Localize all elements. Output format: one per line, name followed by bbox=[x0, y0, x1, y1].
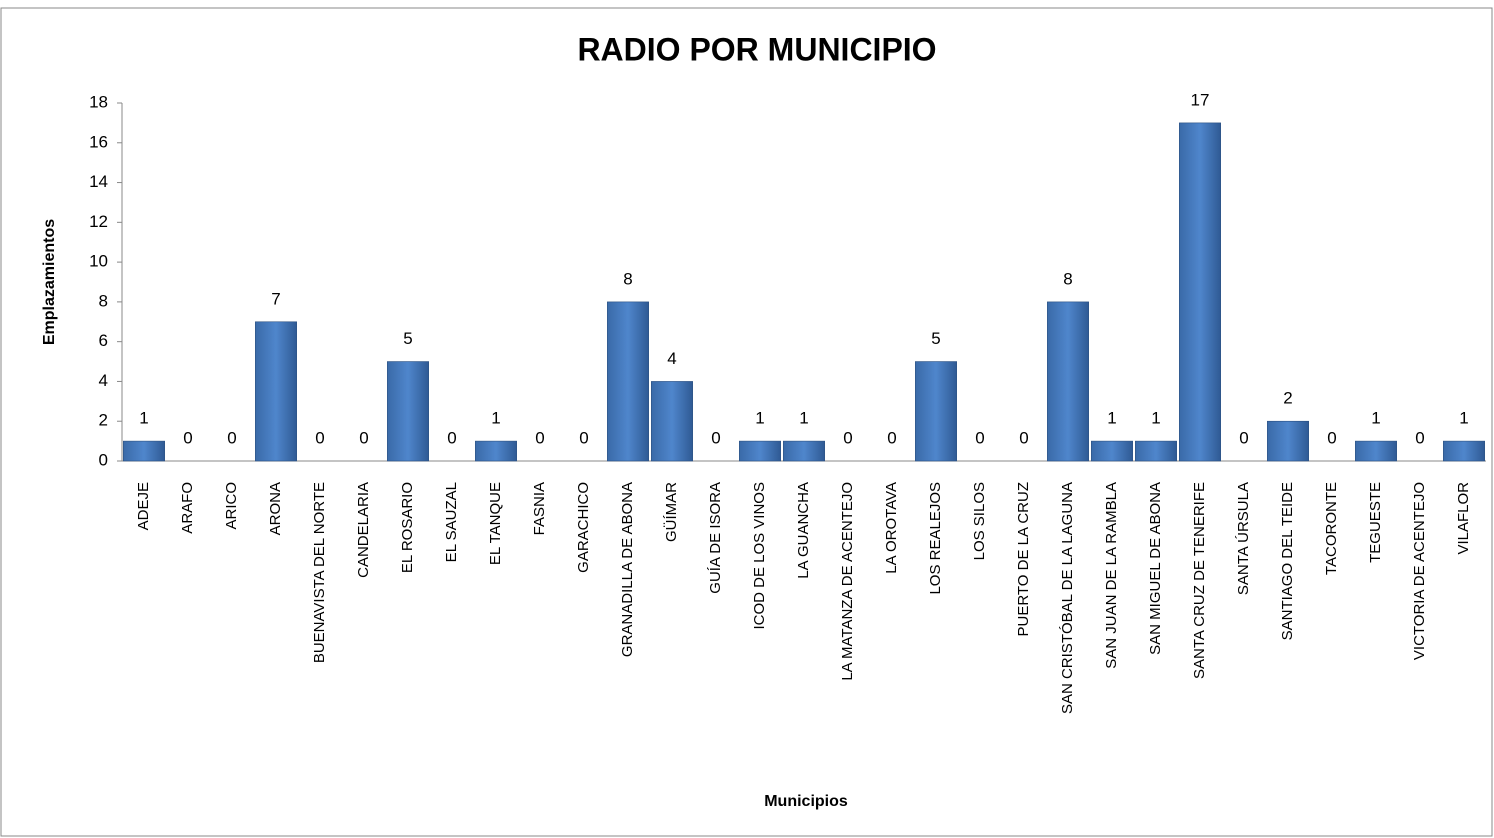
data-label: 0 bbox=[711, 428, 720, 447]
x-tick-label: VICTORIA DE ACENTEJO bbox=[1411, 482, 1428, 660]
data-label: 1 bbox=[1371, 409, 1380, 428]
x-tick-label: LA OROTAVA bbox=[883, 482, 900, 574]
data-label: 0 bbox=[843, 428, 852, 447]
bar bbox=[1091, 440, 1133, 462]
y-tick-label: 6 bbox=[99, 331, 108, 350]
data-label: 1 bbox=[1459, 409, 1468, 428]
x-tick-label: SANTA ÚRSULA bbox=[1235, 482, 1252, 595]
data-label: 0 bbox=[359, 428, 368, 447]
x-tick-label: LOS SILOS bbox=[971, 482, 988, 560]
y-tick-label: 14 bbox=[89, 172, 108, 191]
data-label: 0 bbox=[1019, 428, 1028, 447]
bar bbox=[123, 440, 165, 462]
data-label: 2 bbox=[1283, 389, 1292, 408]
x-tick-label: ARAFO bbox=[179, 482, 196, 534]
bar bbox=[607, 301, 649, 462]
data-label: 1 bbox=[1151, 409, 1160, 428]
x-tick-label: EL TANQUE bbox=[487, 482, 504, 565]
x-tick-label: SAN CRISTÓBAL DE LA LAGUNA bbox=[1059, 482, 1076, 714]
data-label: 1 bbox=[799, 409, 808, 428]
data-label: 1 bbox=[491, 409, 500, 428]
data-label: 7 bbox=[271, 289, 280, 308]
x-tick-label: ADEJE bbox=[135, 482, 152, 530]
x-tick-label: SANTIAGO DEL TEIDE bbox=[1279, 482, 1296, 640]
data-label: 5 bbox=[931, 329, 940, 348]
y-tick-label: 10 bbox=[89, 252, 108, 271]
x-tick-label: VILAFLOR bbox=[1455, 482, 1472, 555]
y-tick-label: 8 bbox=[99, 291, 108, 310]
x-tick-label: TACORONTE bbox=[1323, 482, 1340, 575]
x-tick-label: SANTA CRUZ DE TENERIFE bbox=[1191, 482, 1208, 679]
data-label: 17 bbox=[1191, 90, 1210, 109]
data-label: 0 bbox=[447, 428, 456, 447]
x-tick-label: ICOD DE LOS VINOS bbox=[751, 482, 768, 630]
x-axis-label: Municipios bbox=[764, 793, 848, 810]
data-label: 0 bbox=[1415, 428, 1424, 447]
y-tick-label: 2 bbox=[99, 411, 108, 430]
bar bbox=[651, 381, 693, 462]
bar bbox=[255, 321, 297, 462]
data-label: 0 bbox=[227, 428, 236, 447]
data-label: 0 bbox=[183, 428, 192, 447]
x-tick-label: SAN JUAN DE LA RAMBLA bbox=[1103, 482, 1120, 669]
x-tick-label: EL ROSARIO bbox=[399, 482, 416, 573]
data-label: 8 bbox=[623, 269, 632, 288]
bar bbox=[1267, 420, 1309, 462]
x-tick-label: GÜÍMAR bbox=[662, 482, 680, 542]
chart-border bbox=[0, 7, 1493, 837]
data-label: 0 bbox=[1239, 428, 1248, 447]
x-tick-label: EL SAUZAL bbox=[443, 482, 460, 562]
x-tick-label: LA MATANZA DE ACENTEJO bbox=[839, 482, 856, 681]
x-tick-label: ARONA bbox=[267, 482, 284, 535]
data-label: 1 bbox=[755, 409, 764, 428]
bar bbox=[915, 361, 957, 462]
y-tick-label: 4 bbox=[99, 371, 108, 390]
x-tick-label: LOS REALEJOS bbox=[927, 482, 944, 595]
data-label: 0 bbox=[975, 428, 984, 447]
data-label: 0 bbox=[1327, 428, 1336, 447]
data-label: 0 bbox=[535, 428, 544, 447]
bar bbox=[1179, 122, 1221, 462]
x-tick-label: GUÍA DE ISORA bbox=[707, 482, 724, 594]
x-tick-label: GARACHICO bbox=[575, 482, 592, 573]
bar bbox=[475, 440, 517, 462]
y-tick-label: 18 bbox=[89, 92, 108, 111]
x-tick-label: LA GUANCHA bbox=[795, 482, 812, 579]
data-label: 1 bbox=[139, 409, 148, 428]
data-label: 0 bbox=[579, 428, 588, 447]
y-tick-label: 12 bbox=[89, 212, 108, 231]
bar bbox=[739, 440, 781, 462]
x-tick-label: TEGUESTE bbox=[1367, 482, 1384, 563]
data-label: 5 bbox=[403, 329, 412, 348]
bar bbox=[1135, 440, 1177, 462]
data-label: 8 bbox=[1063, 269, 1072, 288]
chart-title: RADIO POR MUNICIPIO bbox=[577, 31, 936, 67]
x-tick-label: SAN MIGUEL DE ABONA bbox=[1147, 482, 1164, 655]
x-tick-label: GRANADILLA DE ABONA bbox=[619, 482, 636, 657]
bar bbox=[1443, 440, 1485, 462]
data-label: 0 bbox=[887, 428, 896, 447]
data-label: 4 bbox=[667, 349, 676, 368]
x-tick-label: BUENAVISTA DEL NORTE bbox=[311, 482, 328, 663]
data-label: 1 bbox=[1107, 409, 1116, 428]
x-tick-label: ARICO bbox=[223, 482, 240, 530]
x-tick-label: PUERTO DE LA CRUZ bbox=[1015, 482, 1032, 636]
data-label: 0 bbox=[315, 428, 324, 447]
x-tick-label: CANDELARIA bbox=[355, 482, 372, 578]
bar bbox=[1047, 301, 1089, 462]
bar bbox=[387, 361, 429, 462]
bar bbox=[783, 440, 825, 462]
x-tick-label: FASNIA bbox=[531, 482, 548, 535]
y-tick-label: 0 bbox=[99, 450, 108, 469]
y-axis-label: Emplazamientos bbox=[41, 219, 58, 345]
y-tick-label: 16 bbox=[89, 132, 108, 151]
bar bbox=[1355, 440, 1397, 462]
